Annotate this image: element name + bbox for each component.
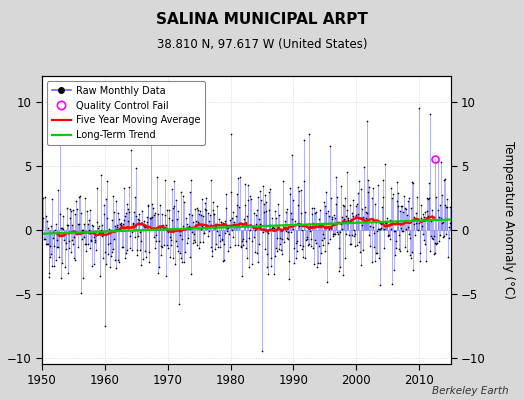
Legend: Raw Monthly Data, Quality Control Fail, Five Year Moving Average, Long-Term Tren: Raw Monthly Data, Quality Control Fail, … — [47, 81, 205, 145]
Text: Berkeley Earth: Berkeley Earth — [432, 386, 508, 396]
Text: SALINA MUNICIPAL ARPT: SALINA MUNICIPAL ARPT — [156, 12, 368, 27]
Y-axis label: Temperature Anomaly (°C): Temperature Anomaly (°C) — [503, 141, 516, 299]
Text: 38.810 N, 97.617 W (United States): 38.810 N, 97.617 W (United States) — [157, 38, 367, 51]
